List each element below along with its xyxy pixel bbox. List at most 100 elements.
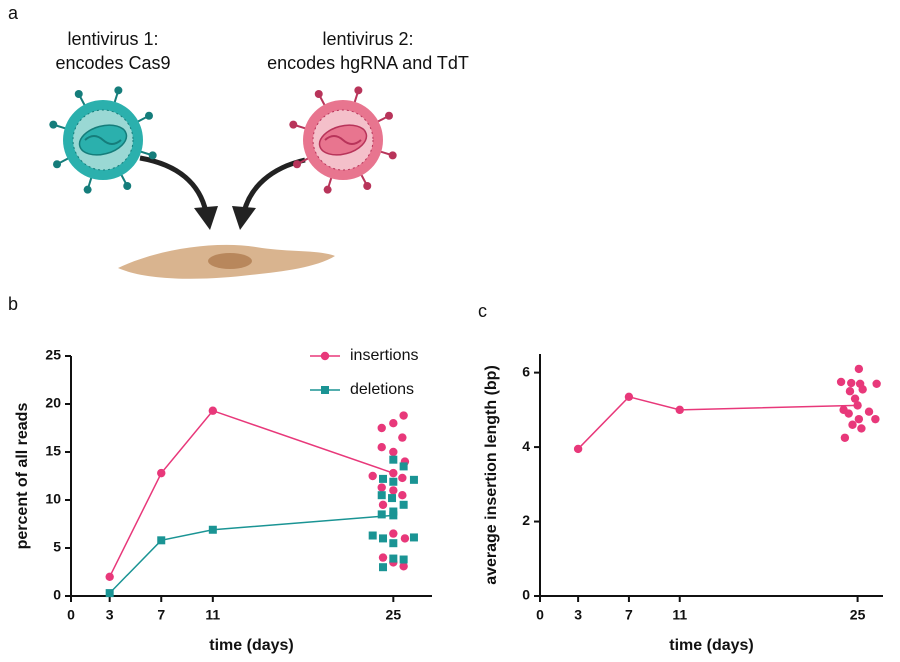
marker	[389, 486, 398, 495]
marker	[399, 555, 408, 564]
panel-label: b	[8, 294, 18, 314]
marker	[378, 553, 388, 562]
marker	[389, 539, 398, 548]
marker	[400, 534, 410, 543]
virus-spike-tip	[293, 160, 302, 169]
y-tick-label: 0	[53, 587, 61, 603]
marker	[836, 377, 846, 387]
x-tick-label: 3	[574, 607, 582, 623]
virus-spike-tip	[314, 90, 323, 99]
arrow	[139, 155, 209, 213]
marker	[368, 471, 377, 481]
virus-spike-tip	[363, 181, 372, 190]
marker	[389, 468, 398, 478]
marker	[377, 423, 386, 433]
marker	[848, 420, 857, 429]
nucleus	[208, 253, 252, 269]
marker	[379, 474, 388, 483]
marker	[368, 531, 377, 540]
marker	[573, 444, 583, 454]
virus-rna	[324, 135, 362, 145]
marker	[409, 475, 418, 484]
x-tick-label: 25	[386, 607, 402, 623]
y-tick-label: 2	[522, 512, 530, 528]
virus-spike-tip	[323, 185, 332, 194]
marker	[389, 447, 398, 457]
marker	[399, 500, 408, 509]
virus-label: encodes Cas9	[55, 53, 170, 73]
y-axis-title: percent of all reads	[14, 403, 31, 550]
marker	[399, 462, 408, 471]
arrow-head	[232, 206, 256, 230]
legend-marker	[320, 351, 330, 361]
y-tick-label: 0	[522, 587, 530, 603]
marker	[208, 525, 217, 534]
marker	[409, 533, 418, 542]
virus-spike-tip	[123, 181, 132, 190]
virus-spike-tip	[83, 185, 92, 194]
virus-label: lentivirus 1:	[67, 29, 158, 49]
virus-spike-tip	[74, 90, 83, 99]
diagram	[49, 86, 397, 279]
y-tick-label: 20	[45, 395, 61, 411]
virus-spike-tip	[354, 86, 363, 95]
x-tick-label: 0	[67, 607, 75, 623]
marker	[105, 572, 114, 581]
marker	[389, 419, 398, 428]
y-tick-label: 10	[45, 491, 61, 507]
virus-label: lentivirus 2:	[322, 29, 413, 49]
marker	[208, 406, 218, 415]
x-tick-label: 7	[625, 607, 633, 623]
marker	[850, 394, 860, 403]
marker	[840, 433, 850, 442]
marker	[379, 563, 388, 572]
virus-label: encodes hgRNA and TdT	[267, 53, 469, 73]
x-tick-label: 7	[157, 607, 165, 623]
marker	[858, 385, 867, 394]
marker	[398, 473, 407, 483]
y-tick-label: 15	[45, 443, 61, 459]
marker	[845, 387, 855, 396]
series-line	[577, 395, 858, 450]
series-line	[109, 514, 394, 594]
legend-marker	[321, 386, 329, 394]
marker	[854, 364, 864, 374]
virus-spike-tip	[148, 151, 157, 160]
marker	[871, 414, 880, 424]
x-axis-title: time (days)	[669, 637, 753, 654]
marker	[864, 407, 874, 416]
virus-spike-tip	[53, 160, 62, 169]
x-tick-label: 11	[205, 607, 220, 623]
marker	[379, 534, 388, 543]
marker	[857, 424, 866, 433]
marker	[377, 443, 386, 452]
marker	[847, 378, 856, 388]
panel-label: a	[8, 3, 19, 23]
marker	[157, 468, 166, 478]
panel-label: c	[478, 301, 487, 321]
marker	[377, 510, 386, 519]
marker	[872, 379, 881, 388]
marker	[105, 589, 114, 598]
y-tick-label: 6	[522, 363, 530, 379]
marker	[675, 405, 684, 415]
marker	[844, 409, 853, 418]
arrow-head	[194, 206, 218, 230]
y-tick-label: 4	[522, 438, 530, 454]
marker	[398, 433, 407, 442]
x-tick-label: 3	[106, 607, 114, 623]
marker	[377, 491, 386, 500]
virus-spike-tip	[114, 86, 123, 95]
y-tick-label: 5	[53, 539, 61, 555]
virus-spike-tip	[144, 111, 153, 120]
x-tick-label: 25	[850, 607, 866, 623]
virus-spike-tip	[289, 120, 298, 129]
y-axis-title: average insertion length (bp)	[483, 365, 500, 585]
marker	[399, 411, 408, 420]
marker	[389, 554, 398, 563]
virus-spike-tip	[49, 120, 58, 129]
marker	[389, 529, 398, 538]
marker	[624, 392, 634, 402]
x-tick-label: 11	[672, 607, 687, 623]
marker	[389, 511, 398, 520]
